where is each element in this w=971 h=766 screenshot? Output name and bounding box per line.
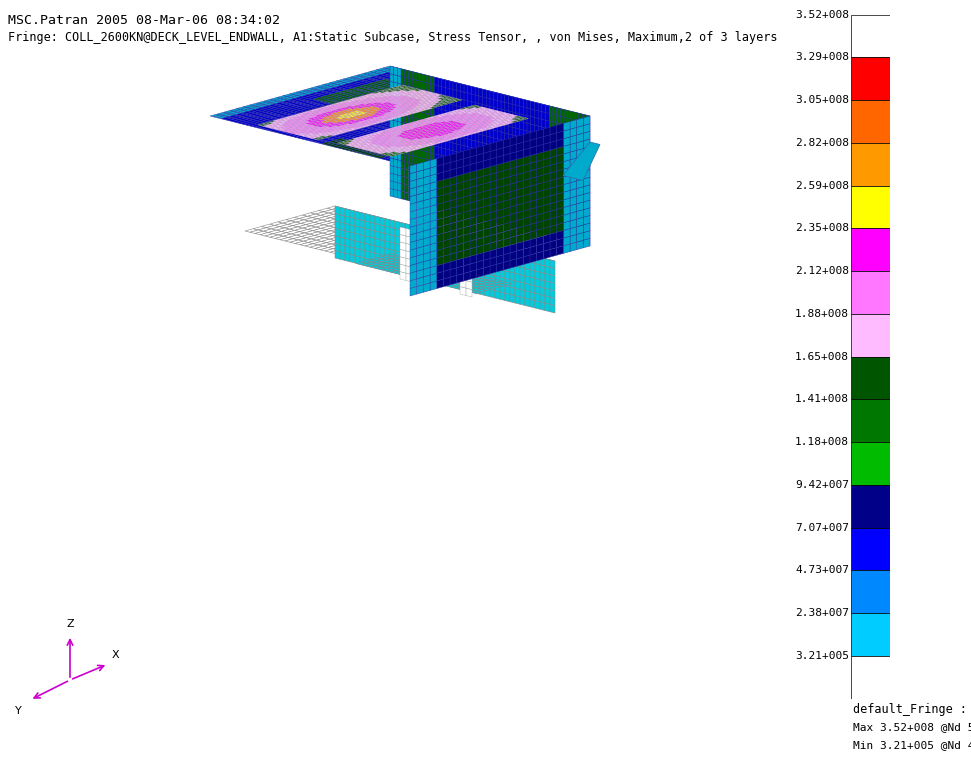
Bar <box>851 185 889 228</box>
Polygon shape <box>563 142 600 181</box>
Text: Z: Z <box>66 619 74 629</box>
Bar <box>851 228 889 271</box>
Bar <box>851 314 889 356</box>
Text: 3.21+005: 3.21+005 <box>795 651 849 661</box>
Text: 3.52+008: 3.52+008 <box>795 9 849 20</box>
Text: 4.73+007: 4.73+007 <box>795 565 849 575</box>
Text: X: X <box>112 650 119 660</box>
Text: 2.59+008: 2.59+008 <box>795 181 849 191</box>
Bar <box>851 100 889 142</box>
Text: 9.42+007: 9.42+007 <box>795 480 849 489</box>
Bar <box>851 271 889 314</box>
Text: Min 3.21+005 @Nd 498571: Min 3.21+005 @Nd 498571 <box>853 740 971 750</box>
Bar <box>851 656 889 699</box>
Bar <box>851 613 889 656</box>
Text: MSC.Patran 2005 08-Mar-06 08:34:02: MSC.Patran 2005 08-Mar-06 08:34:02 <box>8 14 280 27</box>
Text: Max 3.52+008 @Nd 532842: Max 3.52+008 @Nd 532842 <box>853 722 971 732</box>
Text: Fringe: COLL_2600KN@DECK_LEVEL_ENDWALL, A1:Static Subcase, Stress Tensor, , von : Fringe: COLL_2600KN@DECK_LEVEL_ENDWALL, … <box>8 31 777 44</box>
Text: 7.07+007: 7.07+007 <box>795 522 849 532</box>
Text: default_Fringe :: default_Fringe : <box>853 703 966 716</box>
Bar <box>851 485 889 528</box>
Bar <box>851 528 889 571</box>
Bar <box>851 15 889 57</box>
Text: 1.65+008: 1.65+008 <box>795 352 849 362</box>
Bar <box>851 571 889 613</box>
Bar <box>851 356 889 399</box>
Text: 1.41+008: 1.41+008 <box>795 394 849 404</box>
Bar <box>851 57 889 100</box>
Text: 2.35+008: 2.35+008 <box>795 224 849 234</box>
Text: 2.38+007: 2.38+007 <box>795 608 849 618</box>
Bar <box>851 399 889 442</box>
Text: 1.88+008: 1.88+008 <box>795 309 849 319</box>
Text: Y: Y <box>16 706 22 716</box>
Bar <box>851 142 889 185</box>
Text: 2.12+008: 2.12+008 <box>795 266 849 276</box>
Text: 3.05+008: 3.05+008 <box>795 95 849 105</box>
Text: 2.82+008: 2.82+008 <box>795 138 849 148</box>
Text: 3.29+008: 3.29+008 <box>795 52 849 62</box>
Bar <box>851 442 889 485</box>
Text: 1.18+008: 1.18+008 <box>795 437 849 447</box>
